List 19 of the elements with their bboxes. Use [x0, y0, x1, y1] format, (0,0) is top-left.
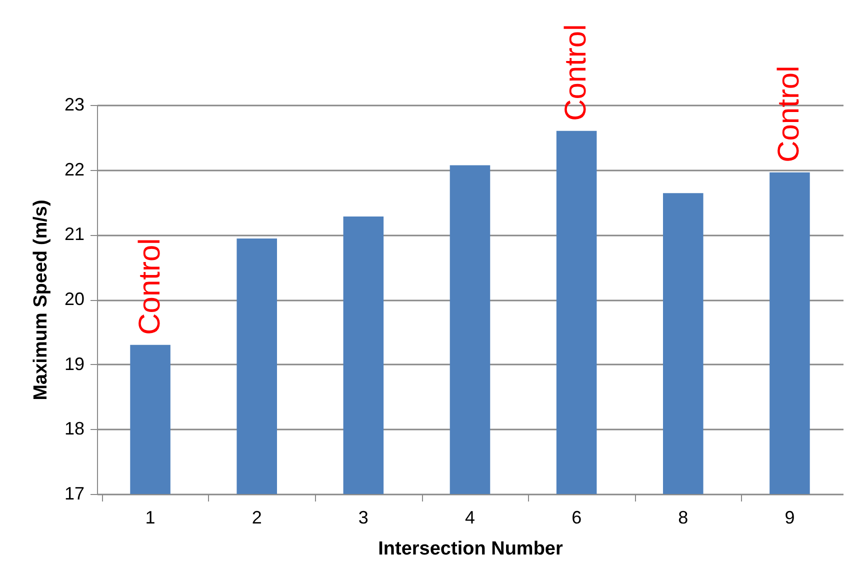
x-tick-label: 1 — [145, 508, 156, 528]
y-tick-label: 21 — [64, 224, 84, 244]
x-tick-label: 8 — [678, 508, 688, 528]
y-tick-label: 17 — [64, 484, 84, 504]
x-tick-label: 6 — [572, 508, 582, 528]
annotation: Control — [133, 238, 166, 335]
annotation: Control — [772, 66, 806, 162]
y-tick-label: 18 — [64, 418, 84, 439]
y-tick-label: 22 — [64, 159, 84, 180]
x-tick-label: 3 — [358, 508, 368, 528]
y-tick-label: 19 — [64, 354, 84, 374]
annotation: Control — [560, 24, 593, 121]
y-axis-title: Maximum Speed (m/s) — [30, 200, 52, 400]
y-tick-label: 20 — [64, 289, 84, 309]
x-tick-label: 9 — [784, 508, 795, 528]
x-tick-label: 2 — [252, 508, 262, 528]
x-axis-title: Intersection Number — [378, 538, 564, 560]
y-tick-label: 23 — [64, 94, 84, 114]
x-tick-label: 4 — [464, 508, 476, 528]
